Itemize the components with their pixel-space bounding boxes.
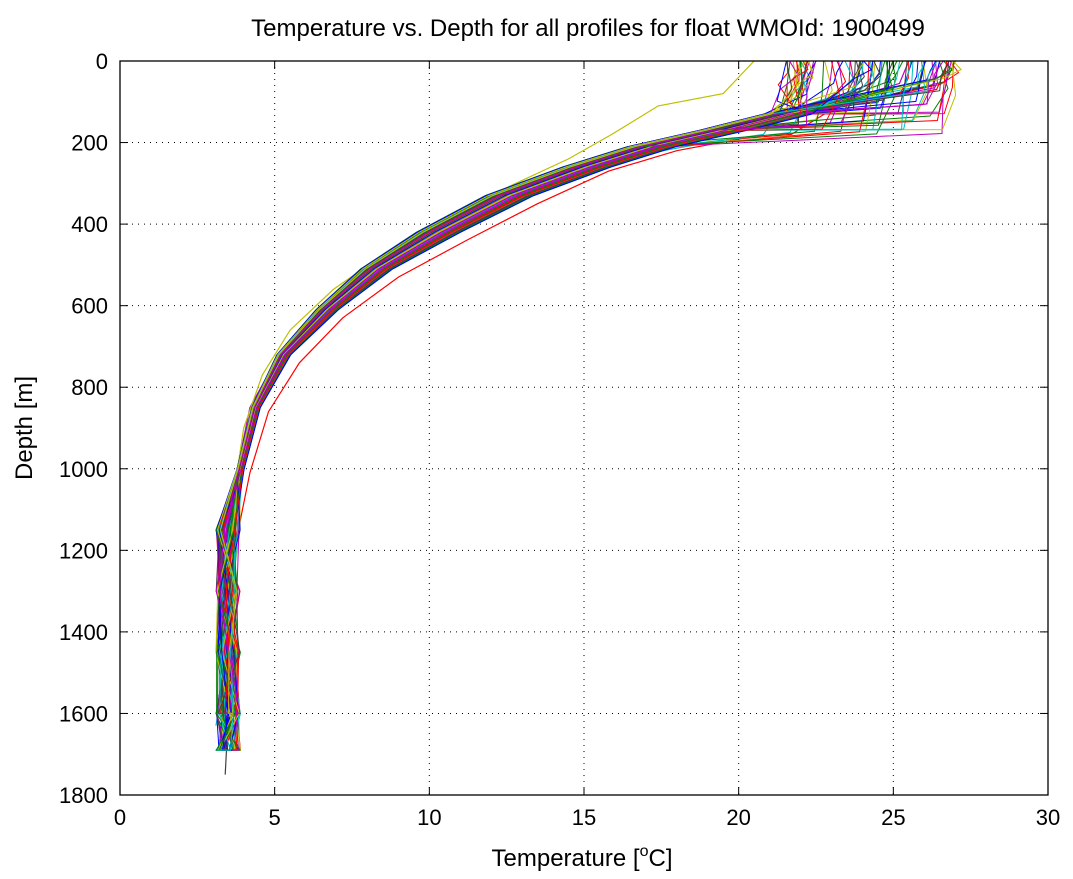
profile-line bbox=[219, 61, 806, 714]
x-tick-label: 0 bbox=[114, 805, 126, 830]
profile-line bbox=[215, 61, 937, 751]
y-tick-label: 1400 bbox=[59, 620, 108, 645]
y-tick-label: 600 bbox=[71, 294, 108, 319]
series-group bbox=[215, 61, 962, 775]
profile-line bbox=[218, 61, 896, 751]
x-tick-label: 30 bbox=[1036, 805, 1060, 830]
y-axis-label: Depth [m] bbox=[11, 376, 38, 480]
x-axis-label-main: Temperature [ bbox=[492, 845, 640, 872]
y-tick-label: 1200 bbox=[59, 538, 108, 563]
profile-line bbox=[217, 61, 817, 714]
x-tick-label: 15 bbox=[572, 805, 596, 830]
profile-line bbox=[224, 61, 841, 714]
profile-line bbox=[216, 61, 865, 751]
y-tick-label: 0 bbox=[96, 49, 108, 74]
ticks: 0 5 10 15 20 25 30 0 200 400 600 800 1000 1200 1400 160… bbox=[59, 49, 1060, 830]
x-tick-label: 10 bbox=[417, 805, 441, 830]
x-axis-label-sup: o bbox=[640, 843, 649, 860]
profile-line bbox=[220, 61, 809, 714]
y-tick-label: 800 bbox=[71, 375, 108, 400]
grid bbox=[120, 61, 1048, 795]
x-axis-label: Temperature [oC] bbox=[492, 843, 673, 872]
y-tick-label: 200 bbox=[71, 131, 108, 156]
x-tick-label: 5 bbox=[269, 805, 281, 830]
chart-title: Temperature vs. Depth for all profiles f… bbox=[251, 15, 925, 42]
x-axis-label-end: C] bbox=[648, 845, 672, 872]
y-tick-label: 1600 bbox=[59, 701, 108, 726]
profile-line bbox=[219, 61, 952, 714]
y-tick-label: 1000 bbox=[59, 457, 108, 482]
x-tick-label: 20 bbox=[726, 805, 750, 830]
x-tick-label: 25 bbox=[881, 805, 905, 830]
profile-line bbox=[218, 61, 873, 751]
y-tick-label: 1800 bbox=[59, 783, 108, 808]
profile-line bbox=[217, 61, 793, 714]
y-tick-label: 400 bbox=[71, 212, 108, 237]
